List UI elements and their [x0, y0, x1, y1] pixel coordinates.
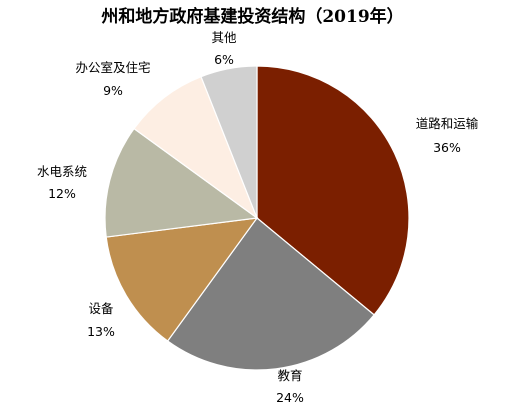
slice-value-label-3: 13% [87, 324, 115, 339]
pie-slice-1 [256, 65, 410, 316]
pie-slice-5 [133, 75, 259, 220]
pie-slice-6 [200, 65, 258, 219]
slice-value-label-5: 9% [103, 83, 123, 98]
pie-slice-2 [166, 217, 375, 371]
slice-value-label-6: 6% [214, 52, 234, 67]
slice-label-4: 水电系统 [37, 164, 87, 179]
slice-value-label-4: 12% [48, 186, 76, 201]
slice-label-2: 教育 [277, 368, 302, 383]
slice-label-6: 其他 [211, 30, 237, 45]
pie-slice-4 [104, 127, 259, 238]
slice-value-label-1: 36% [433, 140, 461, 155]
slice-label-5: 办公室及住宅 [75, 60, 150, 75]
slice-label-1: 道路和运输 [416, 116, 479, 131]
chart-title: 州和地方政府基建投资结构（2019年） [101, 7, 404, 27]
pie-slice-3 [105, 217, 259, 342]
slice-label-3: 设备 [88, 301, 114, 316]
slice-value-label-2: 24% [276, 390, 304, 405]
